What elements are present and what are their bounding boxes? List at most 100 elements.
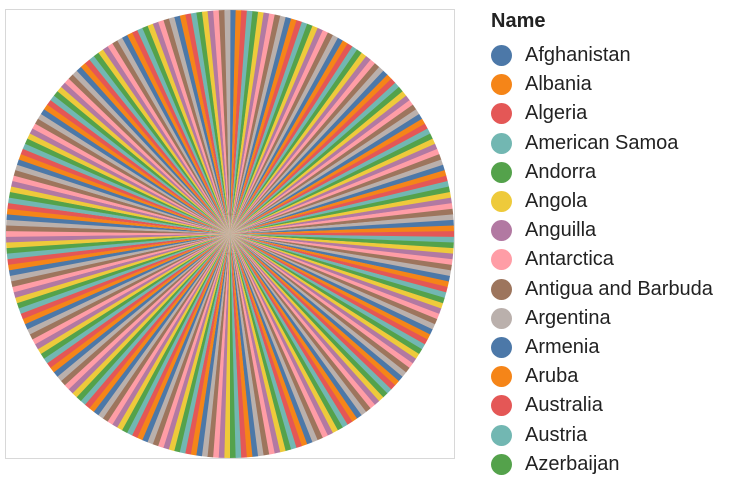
legend-label: Andorra — [525, 160, 597, 183]
pie-slice — [230, 214, 454, 234]
pie-slice — [230, 234, 281, 454]
pie-slice — [8, 234, 230, 276]
pie-slice — [116, 234, 230, 431]
pie-slice — [230, 234, 323, 441]
legend-swatch — [491, 132, 512, 154]
pie-slice — [230, 25, 319, 235]
pie-slice — [102, 46, 230, 234]
pie-slice — [230, 52, 367, 234]
pie-slice — [230, 234, 423, 355]
pie-slice — [230, 234, 445, 304]
pie-slice — [230, 175, 448, 234]
pie-slice — [93, 234, 230, 416]
pie-slice — [230, 43, 353, 234]
legend-item: Algeria — [491, 99, 746, 128]
pie-slice — [157, 234, 230, 448]
pie-slice — [152, 21, 230, 234]
pie-slice — [37, 113, 230, 234]
pie-slice — [230, 208, 454, 234]
pie-slice — [230, 59, 376, 235]
pie-slice — [47, 99, 230, 235]
legend-swatch — [491, 249, 512, 271]
legend-label: American Samoa — [525, 131, 679, 154]
legend-items: Afghanistan Albania Algeria American Samoa A… — [491, 41, 746, 479]
pie-slice — [61, 82, 230, 235]
pie-slice — [22, 143, 230, 234]
pie-slice — [16, 159, 231, 234]
legend-swatch — [491, 45, 512, 67]
pie-slice — [230, 234, 436, 330]
pie-slice — [46, 234, 230, 368]
pie-slice — [27, 133, 230, 234]
legend-label: Anguilla — [525, 219, 597, 242]
pie-slice — [147, 234, 230, 445]
legend-label: Argentina — [525, 306, 611, 329]
pie-slice — [230, 82, 400, 234]
pie-slice — [230, 56, 371, 235]
pie-slice — [6, 234, 231, 260]
pie-slice — [15, 164, 230, 234]
legend-item: Antarctica — [491, 245, 746, 274]
legend-item: Afghanistan — [491, 41, 746, 70]
legend-label: Antarctica — [525, 248, 614, 271]
pie-slice — [201, 11, 230, 235]
pie-slice — [37, 234, 231, 355]
pie-slice — [230, 234, 392, 394]
pie-slice — [6, 230, 230, 237]
legend-label: Afghanistan — [525, 44, 631, 67]
pie-slice — [230, 234, 433, 335]
pie-slice — [27, 234, 230, 335]
pie-slice — [16, 234, 231, 309]
pie-slice — [230, 100, 414, 234]
pie-slice — [142, 25, 230, 235]
legend-item: Austria — [491, 420, 746, 449]
legend-item: Andorra — [491, 158, 746, 187]
pie-slice — [32, 234, 230, 345]
pie-slice — [72, 234, 231, 398]
pie-slice — [230, 234, 253, 458]
pie-slice — [64, 78, 230, 234]
pie-slice — [230, 27, 324, 235]
legend-label: Albania — [525, 73, 592, 96]
pie-slice — [136, 234, 230, 441]
legend-item: American Samoa — [491, 129, 746, 158]
legend-swatch — [491, 395, 512, 417]
legend-label: Austria — [525, 423, 588, 446]
pie-slice — [230, 219, 454, 234]
legend-swatch — [491, 278, 512, 300]
pie-slice — [230, 234, 440, 320]
pie-slice — [40, 234, 231, 359]
pie-slice — [6, 234, 230, 249]
pie-slice — [117, 37, 230, 234]
pie-slice — [72, 70, 230, 234]
pie-slice — [230, 234, 275, 455]
pie-slice — [32, 123, 230, 234]
legend-title: Name — [491, 10, 546, 32]
pie-slice — [230, 234, 338, 434]
pie-slice — [230, 197, 452, 234]
pie-slice — [57, 86, 230, 234]
pie-slice — [158, 19, 230, 235]
legend-item: Angola — [491, 187, 746, 216]
pie-slice — [127, 32, 230, 234]
pie-slice — [68, 74, 230, 234]
pie-slice — [230, 70, 388, 234]
pie-slice — [230, 148, 440, 234]
pie-slice — [85, 59, 231, 235]
pie-slice — [122, 34, 230, 235]
chart-frame — [5, 9, 455, 459]
pie-slice — [112, 40, 230, 235]
pie-slice — [230, 234, 242, 458]
pie-slice — [230, 234, 431, 340]
legend-swatch — [491, 74, 512, 96]
pie-slice — [137, 27, 230, 235]
pie-slice — [98, 49, 230, 235]
pie-slice — [9, 234, 230, 282]
pie-slice — [230, 63, 380, 235]
legend-swatch — [491, 161, 512, 183]
pie-slice — [24, 234, 230, 330]
pie-slice — [230, 143, 438, 234]
pie-slice — [20, 148, 231, 234]
legend-label: Angola — [525, 190, 588, 213]
pie-slice — [230, 40, 349, 234]
